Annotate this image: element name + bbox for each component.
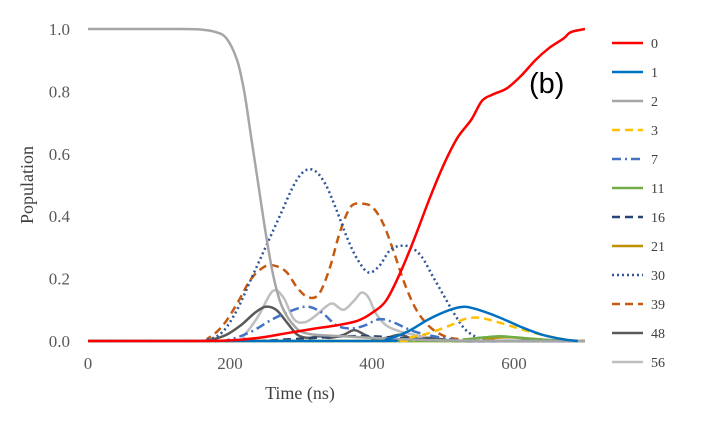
y-tick-label: 0.4	[49, 207, 71, 226]
x-axis-title: Time (ns)	[265, 383, 335, 404]
legend-label-48: 48	[651, 327, 665, 342]
y-tick-label: 0.2	[49, 270, 70, 289]
legend-label-0: 0	[651, 37, 658, 52]
y-tick-label: 1.0	[49, 20, 70, 39]
series-line-39	[87, 202, 585, 343]
legend-label-7: 7	[651, 153, 658, 168]
panel-label: (b)	[529, 68, 564, 100]
legend-label-30: 30	[651, 269, 665, 284]
legend: 0 1 2 3 7 11 16 21 30 39 48 56	[612, 37, 665, 371]
legend-label-16: 16	[651, 211, 665, 226]
series-line-2	[87, 27, 585, 343]
x-tick-label: 200	[217, 354, 243, 373]
axes: 0 200 400 600 0.0 0.2 0.4 0.6 0.8 1.0	[49, 20, 585, 373]
series-line-0	[87, 27, 586, 343]
legend-label-11: 11	[651, 182, 664, 197]
y-axis-title: Population	[17, 146, 37, 224]
series-line-7	[87, 305, 585, 343]
x-tick-label: 400	[359, 354, 385, 373]
legend-label-1: 1	[651, 66, 658, 81]
legend-label-21: 21	[651, 240, 665, 255]
y-tick-label: 0.0	[49, 332, 70, 351]
legend-label-39: 39	[651, 298, 665, 313]
series-line-1	[87, 305, 579, 343]
x-tick-label: 600	[501, 354, 527, 373]
y-tick-label: 0.8	[49, 82, 70, 101]
series-line-56	[87, 288, 585, 343]
x-tick-label: 0	[84, 354, 93, 373]
plot-series	[87, 27, 586, 343]
y-tick-label: 0.6	[49, 145, 70, 164]
series-line-30	[87, 167, 585, 343]
legend-label-2: 2	[651, 95, 658, 110]
legend-label-56: 56	[651, 356, 665, 371]
legend-label-3: 3	[651, 124, 658, 139]
